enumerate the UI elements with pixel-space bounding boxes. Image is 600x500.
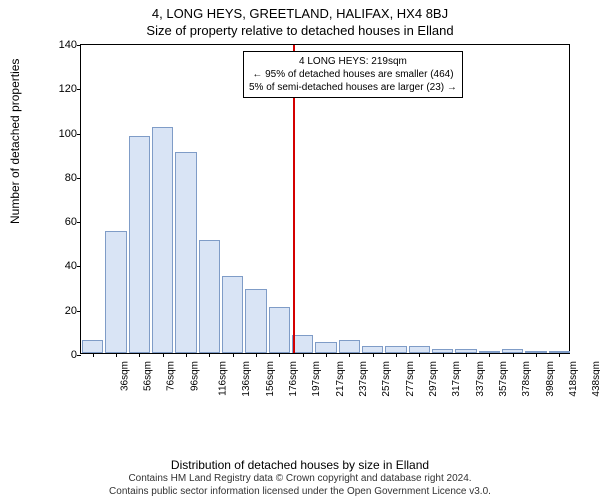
footer-line-2: Contains public sector information licen… (0, 486, 600, 499)
x-tick-label: 116sqm (217, 359, 228, 396)
y-axis-label: Number of detached properties (8, 59, 22, 224)
histogram-bar (269, 307, 290, 354)
histogram-bar (245, 289, 266, 353)
histogram-bar (339, 340, 360, 353)
x-tick-label: 176sqm (288, 359, 299, 397)
x-tick-label: 398sqm (545, 359, 556, 397)
histogram-bar (362, 346, 383, 353)
x-tick-label: 156sqm (265, 359, 276, 397)
histogram-bar (129, 136, 150, 353)
x-tick-label: 438sqm (591, 359, 600, 397)
x-axis-label: Distribution of detached houses by size … (0, 458, 600, 472)
x-tick-label: 36sqm (119, 359, 130, 391)
x-tick-label: 337sqm (475, 359, 486, 397)
histogram-bar (152, 127, 173, 353)
annotation-box: 4 LONG HEYS: 219sqm← 95% of detached hou… (243, 51, 463, 98)
x-tick-label: 217sqm (335, 359, 346, 397)
histogram-bar (82, 340, 103, 353)
x-tick-label: 56sqm (143, 359, 154, 391)
histogram-bar (315, 342, 336, 353)
histogram-bar (385, 346, 406, 353)
histogram-bar (199, 240, 220, 353)
x-tick-label: 136sqm (241, 359, 252, 397)
annotation-line: 4 LONG HEYS: 219sqm (249, 55, 457, 68)
annotation-line: ← 95% of detached houses are smaller (46… (249, 68, 457, 81)
annotation-line: 5% of semi-detached houses are larger (2… (249, 81, 457, 94)
x-tick-label: 357sqm (498, 359, 509, 397)
x-tick-label: 76sqm (166, 359, 177, 391)
x-tick-label: 317sqm (451, 359, 462, 397)
x-tick-label: 418sqm (568, 359, 579, 397)
attribution-footer: Contains HM Land Registry data © Crown c… (0, 473, 600, 498)
x-tick-label: 96sqm (189, 359, 200, 391)
x-tick-label: 297sqm (428, 359, 439, 397)
x-tick-label: 257sqm (381, 359, 392, 397)
page-subtitle: Size of property relative to detached ho… (0, 23, 600, 38)
histogram-bar (409, 346, 430, 353)
footer-line-1: Contains HM Land Registry data © Crown c… (0, 473, 600, 486)
histogram-bar (105, 231, 126, 353)
x-tick-label: 378sqm (521, 359, 532, 397)
histogram-bar (175, 152, 196, 354)
chart-area: 02040608010012014036sqm56sqm76sqm96sqm11… (50, 44, 570, 404)
page-title: 4, LONG HEYS, GREETLAND, HALIFAX, HX4 8B… (0, 6, 600, 21)
x-tick-label: 237sqm (358, 359, 369, 397)
x-tick-label: 277sqm (405, 359, 416, 397)
histogram-bar (222, 276, 243, 354)
plot-region: 02040608010012014036sqm56sqm76sqm96sqm11… (80, 44, 570, 354)
x-tick-label: 197sqm (311, 359, 322, 397)
